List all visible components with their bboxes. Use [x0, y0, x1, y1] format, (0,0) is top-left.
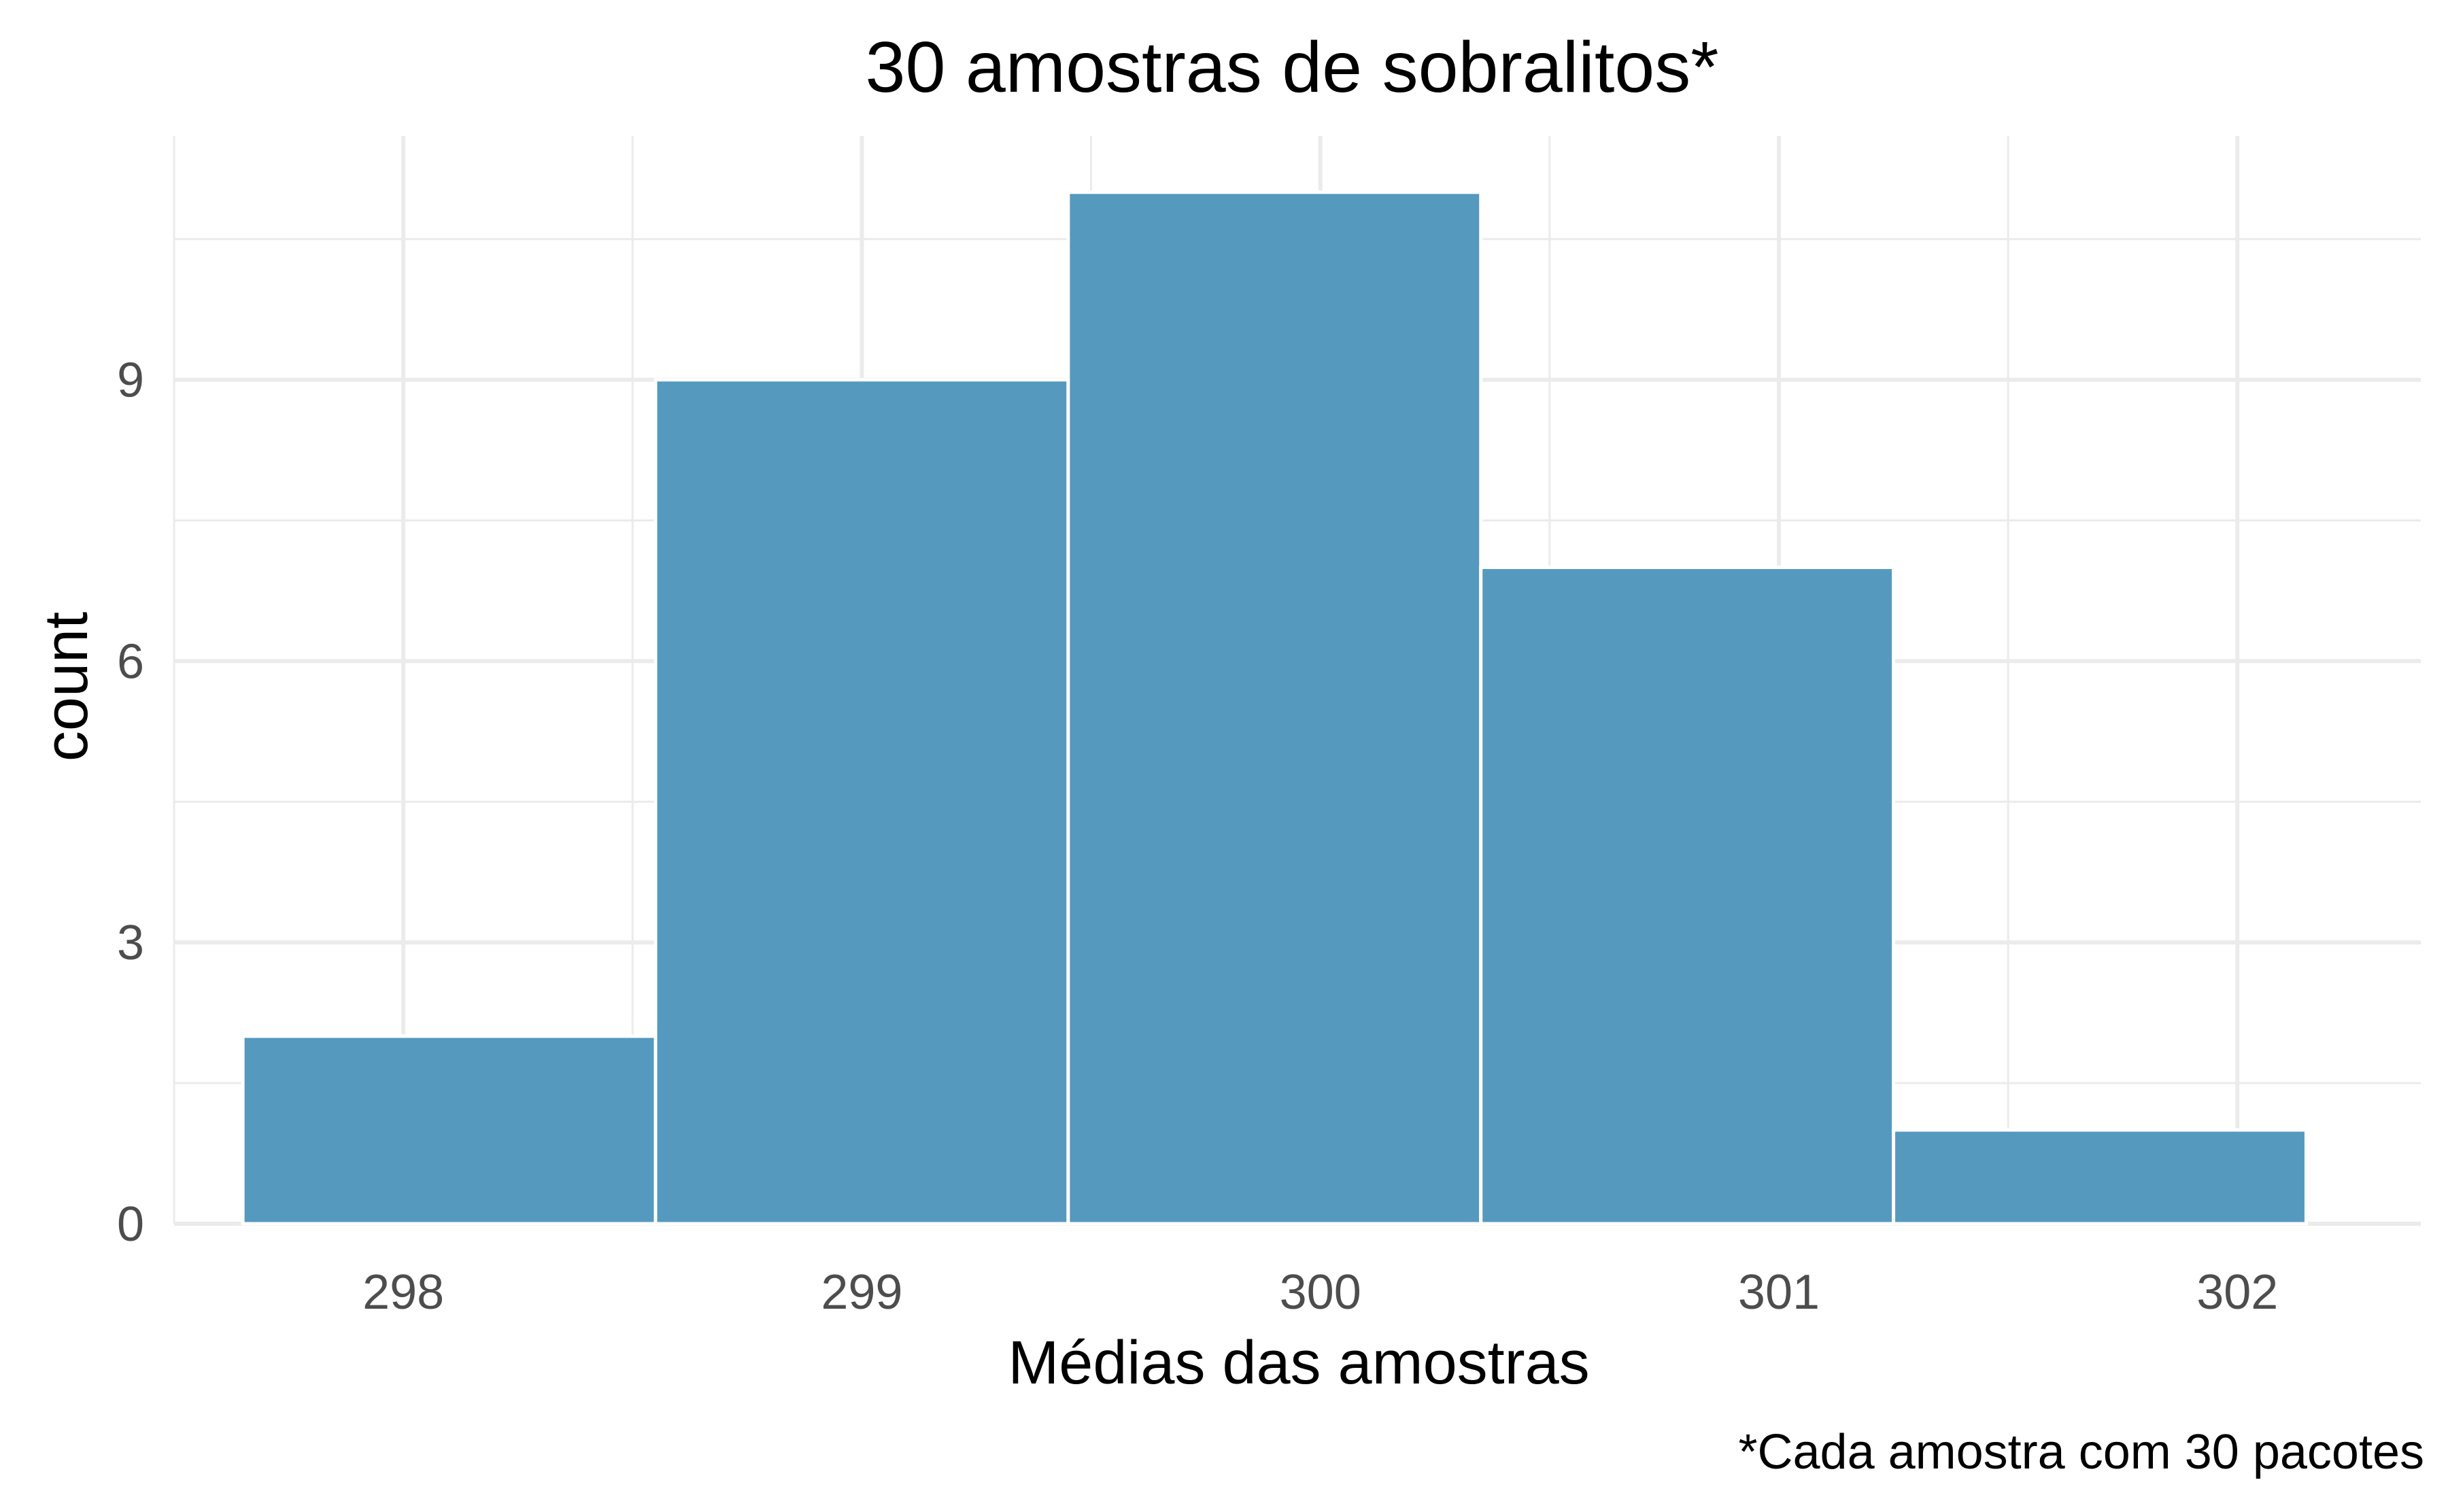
x-axis-ticks: 298 299 300 301 302: [362, 1265, 2278, 1320]
x-tick-label-2: 300: [1280, 1265, 1361, 1320]
x-tick-label-1: 299: [821, 1265, 902, 1320]
histogram-bars: [241, 190, 2308, 1226]
x-axis-title: Médias das amostras: [1008, 1329, 1589, 1397]
y-tick-label-0: 0: [117, 1197, 144, 1252]
chart-title: 30 amostras de sobralitos*: [866, 27, 1719, 107]
y-axis-ticks: 0 3 6 9: [117, 354, 144, 1252]
y-tick-label-2: 6: [117, 634, 144, 689]
y-axis-title: count: [33, 612, 101, 761]
histogram-bar-2: [1066, 190, 1483, 1226]
histogram-bar-3: [1479, 565, 1896, 1226]
x-tick-label-0: 298: [362, 1265, 444, 1320]
x-tick-label-4: 302: [2196, 1265, 2278, 1320]
x-tick-label-3: 301: [1738, 1265, 1820, 1320]
chart-caption: *Cada amostra com 30 pacotes: [1738, 1425, 2424, 1479]
histogram-bar-1: [653, 378, 1070, 1226]
histogram-bar-0: [241, 1034, 658, 1226]
histogram-bar-4: [1892, 1128, 2308, 1226]
y-tick-label-1: 3: [117, 916, 144, 970]
y-tick-label-3: 9: [117, 354, 144, 408]
